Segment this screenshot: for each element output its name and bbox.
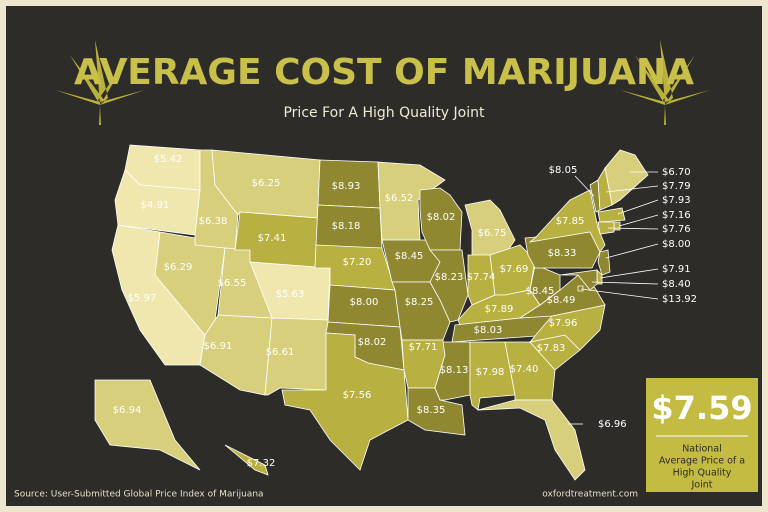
state-price: $5.97 [128, 293, 157, 304]
leader-line [591, 281, 659, 285]
state-price: $7.83 [537, 343, 566, 354]
state [477, 399, 586, 481]
state-price: $7.96 [549, 318, 578, 329]
state-price: $7.79 [662, 181, 691, 192]
leaf-right [620, 40, 710, 125]
state-price: $7.20 [343, 257, 372, 268]
title: AVERAGE COST OF MARIJUANA [74, 52, 694, 93]
leader-line [605, 243, 659, 259]
state-price: $7.93 [662, 195, 691, 206]
source: Source: User-Submitted Global Price Inde… [14, 490, 264, 500]
leaf-left [55, 40, 145, 125]
state [518, 274, 606, 319]
state-price: $8.49 [547, 295, 576, 306]
state-price: $6.29 [164, 262, 193, 273]
state-price: $6.70 [662, 167, 691, 178]
state-price: $8.23 [435, 272, 464, 283]
state [597, 166, 613, 211]
state-price: $8.93 [332, 181, 361, 192]
state [597, 207, 626, 223]
leader-line [607, 227, 659, 230]
leader-line [580, 288, 659, 300]
state [528, 189, 606, 253]
state-price: $7.41 [258, 233, 287, 244]
state-price: $8.45 [526, 286, 555, 297]
national-price: $7.59 [651, 389, 752, 427]
state-price: $7.40 [510, 364, 539, 375]
state-price: $7.91 [662, 264, 691, 275]
state [528, 304, 606, 351]
labels: $5.42 $4.91 $5.97 $6.38 $6.29 $6.55 $6.91 $6.25… [113, 154, 697, 469]
state-price: $8.18 [332, 221, 361, 232]
state-price: $7.76 [662, 224, 691, 235]
state-price: $7.16 [662, 210, 691, 221]
state [559, 269, 598, 291]
state-price: $5.63 [276, 289, 305, 300]
subtitle: Price For A High Quality Joint [283, 105, 485, 121]
state-price: $8.00 [350, 297, 379, 308]
leader-line [605, 185, 659, 193]
state-price: $6.94 [113, 405, 142, 416]
state-price: $8.02 [427, 212, 456, 223]
site: oxfordtreatment.com [542, 490, 638, 500]
state [597, 249, 611, 276]
state-price: $6.38 [199, 216, 228, 227]
state-price: $8.25 [405, 297, 434, 308]
state [224, 444, 269, 476]
state-price: $8.35 [417, 405, 446, 416]
national-caption: Joint [691, 480, 713, 491]
national-box: $7.59 National Average Price of a High Q… [646, 378, 758, 492]
state-price: $8.13 [440, 365, 469, 376]
state-price: $6.75 [478, 228, 507, 239]
state-price: $6.52 [385, 193, 414, 204]
national-caption: High Quality [673, 468, 732, 479]
state-price: $8.05 [549, 165, 578, 176]
state-price: $7.32 [247, 458, 276, 469]
national-caption: National [682, 444, 722, 455]
leader-line [599, 268, 659, 279]
state-price: $8.45 [395, 251, 424, 262]
state-price: $7.56 [343, 390, 372, 401]
state-price: $6.96 [598, 419, 627, 430]
state-price: $8.33 [548, 248, 577, 259]
national-panel [646, 378, 758, 492]
leader-line [574, 175, 595, 197]
state-price: $7.98 [476, 367, 505, 378]
state [429, 249, 469, 323]
state [597, 221, 615, 235]
state-price: $6.25 [252, 178, 281, 189]
state-price: $8.03 [474, 325, 503, 336]
state-price: $13.92 [662, 294, 697, 305]
state-price: $7.69 [500, 264, 529, 275]
leader-line [618, 214, 659, 227]
state-price: $8.02 [358, 337, 387, 348]
state-price: $5.42 [154, 154, 183, 165]
state [281, 332, 409, 471]
states [94, 144, 649, 481]
state-price: $6.61 [266, 347, 295, 358]
state [154, 231, 226, 336]
leader-line [617, 199, 659, 215]
state [377, 161, 446, 241]
state-price: $8.40 [662, 279, 691, 290]
state-price: $7.74 [467, 272, 496, 283]
national-caption: Average Price of a [659, 456, 745, 467]
state-price: $4.91 [141, 200, 170, 211]
state-price: $7.85 [556, 216, 585, 227]
state [577, 285, 584, 292]
state-price: $7.89 [485, 304, 514, 315]
state-price: $6.55 [218, 278, 247, 289]
state-price: $7.71 [409, 342, 438, 353]
state-price: $6.91 [204, 341, 233, 352]
state [94, 379, 201, 471]
state-price: $8.00 [662, 239, 691, 250]
